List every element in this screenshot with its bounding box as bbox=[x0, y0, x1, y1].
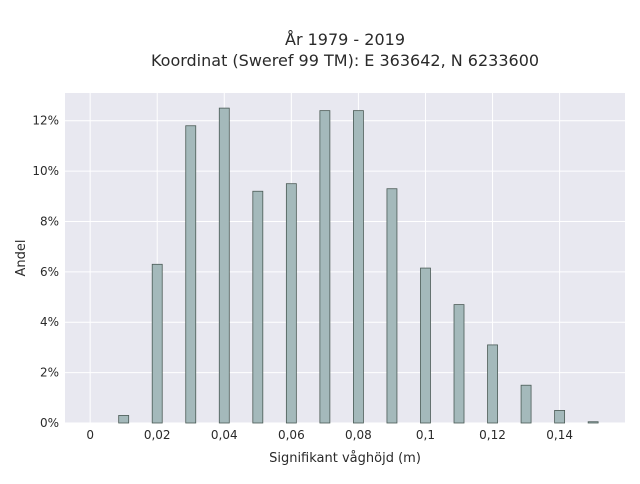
y-tick-label: 2% bbox=[40, 366, 59, 380]
histogram-bar bbox=[118, 415, 130, 424]
x-tick-label: 0,1 bbox=[416, 428, 435, 442]
histogram-bar bbox=[554, 410, 566, 424]
histogram-bar bbox=[218, 107, 230, 424]
bars bbox=[118, 107, 599, 424]
x-tick-label: 0 bbox=[86, 428, 94, 442]
x-tick-label: 0,06 bbox=[278, 428, 305, 442]
x-tick-label: 0,08 bbox=[345, 428, 372, 442]
x-tick-label: 0,14 bbox=[546, 428, 573, 442]
y-tick-label: 8% bbox=[40, 214, 59, 228]
y-tick-label: 6% bbox=[40, 265, 59, 279]
x-axis-title: Signifikant våghöjd (m) bbox=[269, 451, 421, 466]
histogram-bar bbox=[151, 263, 163, 424]
histogram-bar bbox=[453, 304, 465, 424]
chart-title-line-1: År 1979 - 2019 bbox=[285, 30, 405, 49]
histogram-bar bbox=[252, 190, 264, 424]
histogram-bar bbox=[386, 188, 398, 424]
y-tick-label: 0% bbox=[40, 416, 59, 430]
histogram-bar bbox=[353, 110, 364, 424]
y-tick-label: 4% bbox=[40, 315, 59, 329]
plot-area bbox=[65, 93, 625, 423]
y-axis-title: Andel bbox=[14, 240, 29, 277]
x-tick-label: 0,04 bbox=[211, 428, 238, 442]
y-tick-labels: 0% 2% 4% 6% 8% 10% 12% bbox=[32, 114, 59, 430]
y-tick-label: 12% bbox=[32, 114, 59, 128]
histogram-bar bbox=[319, 110, 331, 424]
histogram-bar bbox=[487, 344, 498, 424]
x-tick-label: 0,12 bbox=[479, 428, 506, 442]
histogram-bar bbox=[587, 421, 599, 424]
x-tick-label: 0,02 bbox=[144, 428, 171, 442]
histogram-bar bbox=[520, 384, 532, 424]
chart-title-line-2: Koordinat (Sweref 99 TM): E 363642, N 62… bbox=[151, 51, 539, 70]
histogram-bar bbox=[185, 125, 197, 424]
histogram-bar bbox=[420, 267, 431, 424]
x-tick-labels: 0 0,02 0,04 0,06 0,08 0,1 0,12 0,14 bbox=[86, 428, 573, 442]
histogram-bar bbox=[285, 183, 297, 424]
y-tick-label: 10% bbox=[32, 164, 59, 178]
